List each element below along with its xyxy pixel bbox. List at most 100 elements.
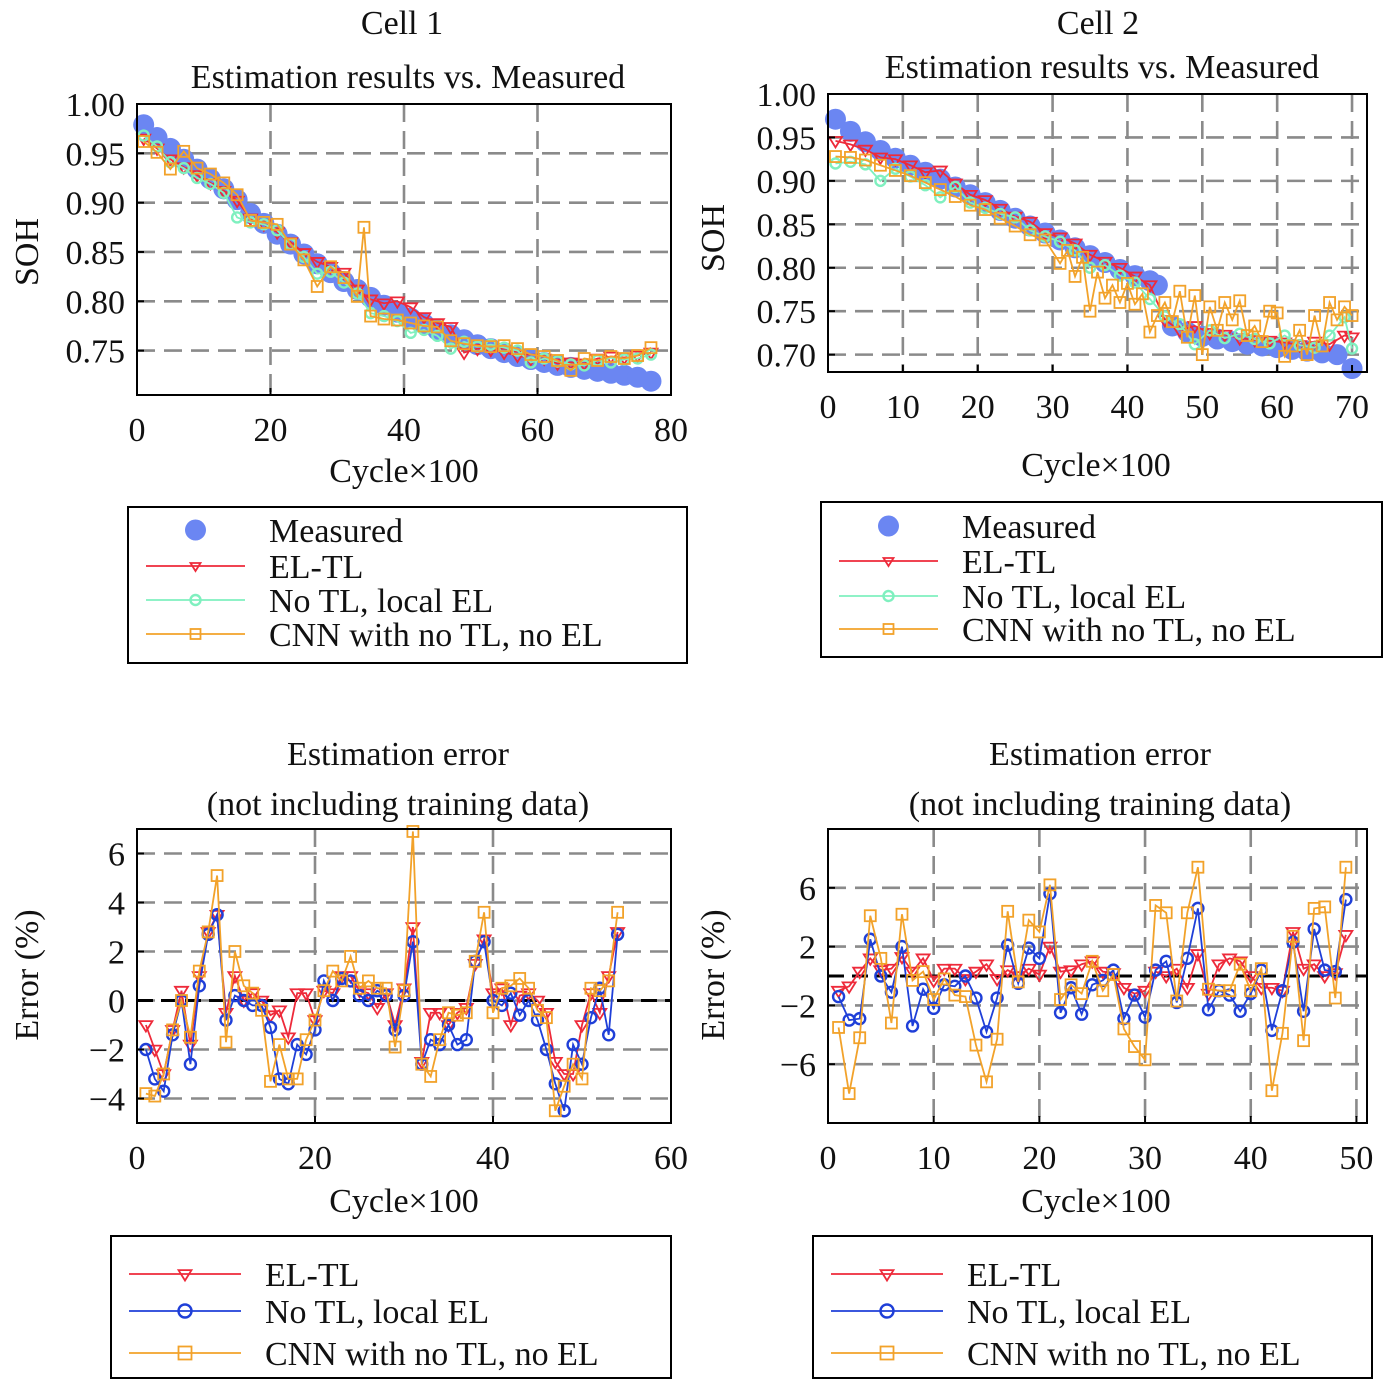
data-point	[888, 164, 902, 177]
data-point	[1159, 906, 1173, 920]
x-axis-label: Cycle×100	[1021, 1183, 1170, 1220]
data-point	[584, 981, 598, 995]
data-point	[978, 203, 992, 216]
legend-swatch-marker	[188, 562, 203, 573]
legend-entry-measured: Measured	[878, 509, 1096, 546]
data-point	[228, 945, 242, 958]
data-point	[308, 1023, 322, 1037]
data-point	[602, 974, 616, 988]
data-point	[297, 988, 315, 1002]
data-point	[375, 298, 393, 312]
data-point	[1265, 1084, 1279, 1098]
data-point	[272, 1038, 286, 1051]
data-point	[1068, 270, 1082, 283]
data-point	[1081, 249, 1099, 263]
chart-cell1-error: Estimation error (not including training…	[9, 736, 688, 1379]
y-tick-label: 0.90	[757, 164, 817, 201]
y-tick-label: 0.90	[66, 186, 126, 223]
data-point	[317, 974, 331, 988]
data-point	[1218, 296, 1232, 309]
data-point	[872, 152, 889, 166]
y-tick-label: −2	[780, 988, 816, 1025]
x-axis-label: Cycle×100	[329, 453, 478, 490]
data-point	[644, 341, 658, 355]
chart-title-line2: (not including training data)	[909, 786, 1291, 823]
data-point	[1233, 327, 1246, 340]
x-tick-label: 30	[1036, 389, 1070, 426]
data-point	[457, 337, 471, 351]
data-point	[932, 165, 949, 179]
data-point	[344, 950, 358, 963]
data-point	[842, 1087, 856, 1100]
data-point	[177, 161, 190, 175]
data-point	[1113, 296, 1127, 309]
data-point	[839, 120, 861, 142]
data-point	[317, 984, 331, 998]
legend-label: EL-TL	[967, 1257, 1061, 1294]
data-point	[584, 1010, 598, 1025]
data-point	[604, 350, 618, 363]
legend-swatch-marker	[177, 1345, 193, 1361]
data-point	[564, 363, 578, 377]
data-point	[577, 352, 591, 365]
series-cnn	[832, 860, 1353, 1100]
data-point	[824, 108, 846, 130]
chart-title-line1: Cell 1	[361, 5, 443, 42]
data-point	[946, 963, 963, 977]
data-point	[1210, 323, 1224, 337]
data-point	[1180, 330, 1194, 344]
data-point	[949, 180, 962, 194]
series-layer	[824, 108, 1363, 380]
data-point	[1032, 951, 1047, 966]
data-point	[441, 1018, 456, 1032]
data-point	[916, 982, 930, 996]
data-point	[853, 1011, 867, 1026]
legend-label: CNN with no TL, no EL	[962, 612, 1296, 649]
data-point	[874, 174, 887, 188]
data-point	[1295, 963, 1312, 977]
data-point	[281, 1072, 295, 1086]
x-tick-label: 0	[820, 389, 837, 426]
data-point	[364, 309, 378, 323]
data-point	[1326, 344, 1348, 366]
tick-labels: 0 20 40 60 80 0.75 0.80 0.85 0.90 0.95 1.00	[66, 87, 689, 449]
data-point	[1210, 959, 1228, 973]
data-point	[353, 981, 366, 995]
data-point	[1263, 982, 1281, 996]
data-point	[547, 1056, 564, 1070]
data-point	[1053, 235, 1067, 248]
legend-swatch-marker	[879, 1345, 895, 1361]
data-point	[1345, 309, 1359, 322]
data-point	[1308, 309, 1321, 322]
data-point	[433, 1033, 447, 1047]
series-line	[145, 831, 619, 1112]
series-cnn	[139, 825, 624, 1118]
data-point	[1297, 1034, 1310, 1048]
data-point	[895, 907, 909, 921]
data-point	[1136, 287, 1149, 301]
data-point	[530, 1013, 545, 1027]
data-point	[905, 1019, 920, 1033]
data-point	[1338, 300, 1351, 314]
data-point	[617, 352, 631, 365]
data-point	[486, 1006, 500, 1020]
y-tick-label: 0.85	[757, 207, 817, 244]
data-point	[1041, 941, 1059, 955]
data-point	[958, 990, 972, 1003]
data-point	[1096, 256, 1114, 270]
data-point	[1188, 338, 1202, 351]
data-point	[257, 215, 271, 229]
series-line	[837, 867, 1347, 1094]
data-point	[1316, 971, 1333, 985]
data-point	[602, 1028, 616, 1042]
data-point	[1094, 966, 1111, 980]
data-point	[1189, 949, 1207, 963]
x-tick-label: 20	[298, 1140, 332, 1177]
legend-label: CNN with no TL, no EL	[269, 617, 603, 654]
data-point	[1113, 269, 1127, 282]
data-point	[1128, 276, 1142, 289]
data-point	[1276, 337, 1293, 351]
data-point	[874, 969, 888, 983]
data-point	[903, 169, 917, 183]
